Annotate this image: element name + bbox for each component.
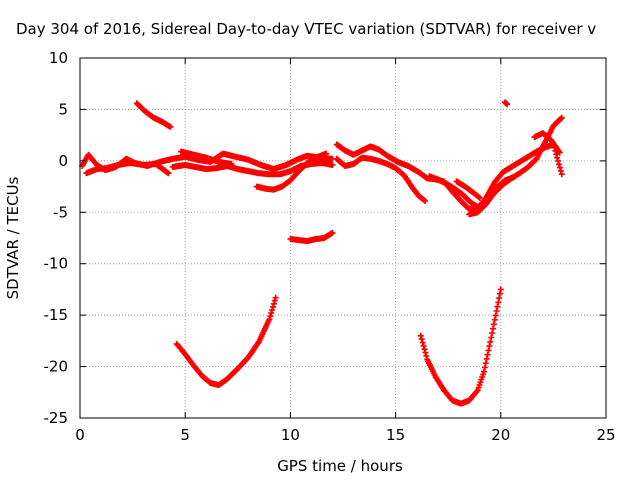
data-segment bbox=[453, 178, 483, 201]
x-tick-label: 0 bbox=[75, 426, 85, 444]
x-axis-label: GPS time / hours bbox=[277, 457, 403, 475]
data-points-path bbox=[173, 294, 279, 389]
x-tick-label: 10 bbox=[281, 426, 300, 444]
y-tick-label: -15 bbox=[44, 306, 69, 324]
data-points-path bbox=[453, 178, 483, 201]
data-segment bbox=[333, 154, 429, 204]
data-segment bbox=[502, 99, 511, 108]
data-points-path bbox=[502, 99, 511, 108]
data-points-path bbox=[417, 286, 504, 407]
axis-ticks bbox=[79, 57, 607, 419]
data-points-path bbox=[178, 148, 235, 167]
plot-frame bbox=[79, 57, 607, 419]
x-tick-label: 5 bbox=[180, 426, 190, 444]
data-points-path bbox=[253, 150, 330, 193]
y-tick-label: -25 bbox=[44, 409, 69, 427]
y-tick-labels: -25 -20 -15 -10 -5 0 5 10 bbox=[44, 49, 69, 427]
data-points-path bbox=[333, 154, 429, 204]
data-segment bbox=[466, 114, 565, 218]
y-tick-label: -5 bbox=[53, 203, 68, 221]
data-points-path bbox=[333, 141, 565, 213]
data-points-path bbox=[83, 159, 172, 177]
data-segment bbox=[83, 159, 172, 177]
data-segment bbox=[531, 130, 563, 156]
chart-title: Day 304 of 2016, Sidereal Day-to-day VTE… bbox=[16, 20, 596, 38]
x-tick-label: 25 bbox=[596, 426, 615, 444]
y-tick-label: 10 bbox=[49, 49, 68, 67]
y-tick-label: 0 bbox=[58, 152, 68, 170]
data-points-path bbox=[466, 114, 565, 218]
data-points-path bbox=[531, 130, 563, 156]
data-segment bbox=[178, 148, 235, 167]
data-points bbox=[79, 99, 565, 407]
y-tick-label: 5 bbox=[58, 100, 68, 118]
x-tick-label: 20 bbox=[491, 426, 510, 444]
y-tick-label: -10 bbox=[44, 255, 69, 273]
x-tick-labels: 0 5 10 15 20 25 bbox=[75, 426, 615, 444]
y-axis-label: SDTVAR / TECUs bbox=[4, 176, 22, 299]
data-segment bbox=[333, 141, 565, 213]
data-segment bbox=[173, 294, 279, 389]
grid-lines bbox=[80, 58, 606, 418]
data-points-path bbox=[133, 100, 174, 130]
data-points-path bbox=[287, 229, 336, 245]
data-segment bbox=[417, 286, 504, 407]
x-tick-label: 15 bbox=[386, 426, 405, 444]
data-segment bbox=[287, 229, 336, 245]
data-segment bbox=[133, 100, 174, 130]
y-tick-label: -20 bbox=[44, 358, 69, 376]
data-segment bbox=[253, 150, 330, 193]
